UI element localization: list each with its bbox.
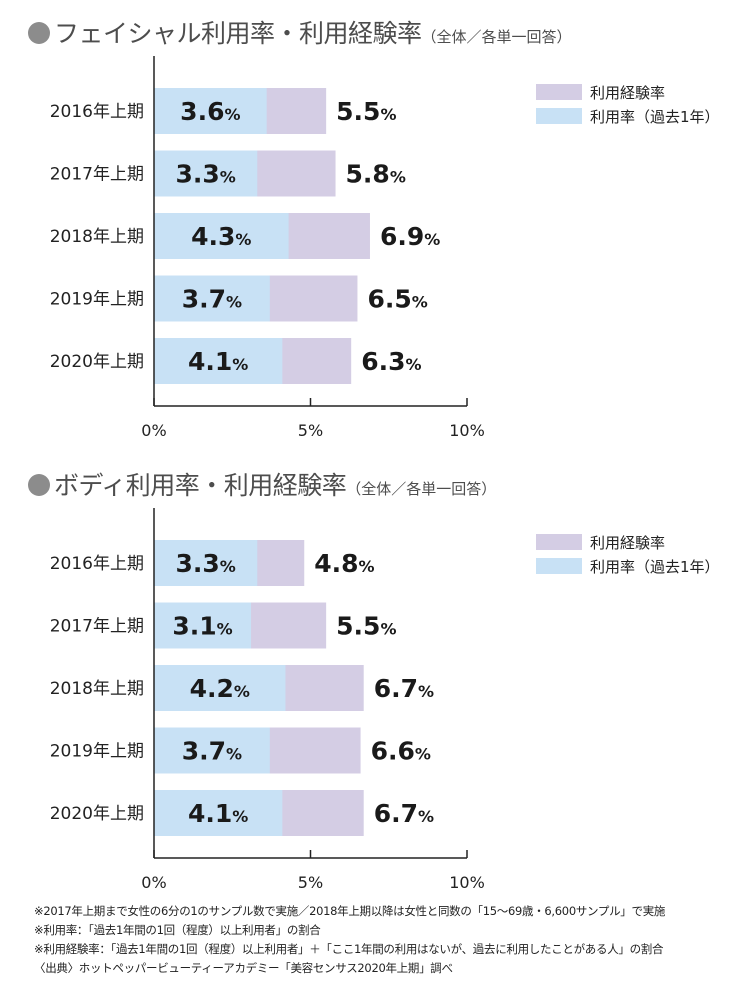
body-bar-usage [154, 665, 286, 711]
footnote: 〈出典〉ホットペッパービューティーアカデミー「美容センサス2020年上期」調べ [34, 961, 453, 975]
facial-usage-value-label: 3.3% [175, 160, 235, 189]
body-category-label: 2016年上期 [50, 554, 144, 574]
legend-swatch-experience [536, 534, 582, 550]
facial-chart-title-text: フェイシャル利用率・利用経験率 [54, 19, 422, 48]
facial-chart-legend: 利用経験率 利用率（過去1年） [536, 80, 720, 128]
facial-chart-title: フェイシャル利用率・利用経験率（全体／各単一回答） [28, 14, 572, 57]
facial-category-label: 2020年上期 [50, 352, 144, 372]
body-category-label: 2018年上期 [50, 679, 144, 699]
body-usage-value-label: 4.2% [190, 674, 250, 703]
footnote: ※利用経験率：「過去1年間の1回（程度）以上利用者」＋「ここ1年間の利用はないが… [34, 942, 664, 956]
facial-bar-usage [154, 275, 270, 322]
legend-item-experience: 利用経験率 [536, 530, 720, 554]
legend-label-usage: 利用率（過去1年） [590, 107, 720, 126]
body-x-tick-label: 10% [449, 873, 485, 892]
body-chart-subtitle: （全体／各単一回答） [346, 480, 497, 498]
facial-chart-subtitle: （全体／各単一回答） [421, 28, 572, 46]
body-experience-value-label: 6.6% [371, 737, 431, 766]
body-usage-value-label: 4.1% [188, 799, 248, 828]
body-usage-value-label: 3.1% [172, 612, 232, 641]
facial-experience-value-label: 6.5% [367, 285, 427, 314]
legend-item-usage: 利用率（過去1年） [536, 104, 720, 128]
body-chart: ボディ利用率・利用経験率（全体／各単一回答） 2016年上期 3.3% 4.8% 20… [0, 466, 750, 906]
legend-label-experience: 利用経験率 [590, 533, 666, 552]
body-bar-usage [154, 602, 252, 649]
body-experience-value-label: 6.7% [374, 799, 434, 828]
body-bar-usage [154, 790, 283, 836]
facial-usage-value-label: 4.3% [191, 222, 251, 251]
body-experience-value-label: 5.5% [336, 612, 396, 641]
body-chart-title: ボディ利用率・利用経験率（全体／各単一回答） [28, 466, 496, 509]
legend-label-usage: 利用率（過去1年） [590, 557, 720, 576]
bullet-dot-icon [28, 474, 50, 496]
footnote: ※利用率：「過去1年間の1回（程度）以上利用者」の割合 [34, 923, 321, 937]
legend-swatch-usage [536, 558, 582, 574]
body-usage-value-label: 3.7% [182, 737, 242, 766]
facial-bar-usage [154, 338, 283, 384]
facial-category-label: 2018年上期 [50, 227, 144, 247]
body-experience-value-label: 4.8% [314, 549, 374, 578]
body-usage-value-label: 3.3% [175, 549, 235, 578]
facial-usage-value-label: 3.6% [180, 97, 240, 126]
legend-swatch-usage [536, 108, 582, 124]
facial-bar-usage [154, 150, 258, 197]
body-x-tick-label: 0% [141, 873, 166, 892]
facial-chart-plot: 2016年上期 3.6% 5.5% 2017年上期 3.3% 5.8% 2018年上期 4.3… [50, 56, 485, 440]
facial-x-tick-label: 10% [449, 421, 485, 440]
facial-experience-value-label: 5.5% [336, 97, 396, 126]
body-chart-title-text: ボディ利用率・利用経験率 [54, 471, 347, 500]
body-category-label: 2020年上期 [50, 804, 144, 824]
bullet-dot-icon [28, 22, 50, 44]
facial-category-label: 2017年上期 [50, 165, 144, 185]
facial-x-tick-label: 0% [141, 421, 166, 440]
legend-swatch-experience [536, 84, 582, 100]
facial-x-tick-label: 5% [298, 421, 323, 440]
body-category-label: 2019年上期 [50, 742, 144, 762]
body-bar-usage [154, 540, 258, 586]
legend-item-usage: 利用率（過去1年） [536, 554, 720, 578]
facial-bar-usage [154, 88, 267, 134]
facial-experience-value-label: 6.9% [380, 222, 440, 251]
body-bar-usage [154, 727, 270, 774]
facial-usage-value-label: 3.7% [182, 285, 242, 314]
body-x-tick-label: 5% [298, 873, 323, 892]
facial-bar-usage [154, 213, 289, 259]
body-experience-value-label: 6.7% [374, 674, 434, 703]
facial-experience-value-label: 6.3% [361, 347, 421, 376]
footnotes: ※2017年上期まで女性の6分の1のサンプル数で実施／2018年上期以降は女性と… [34, 902, 665, 978]
facial-category-label: 2016年上期 [50, 102, 144, 122]
body-chart-legend: 利用経験率 利用率（過去1年） [536, 530, 720, 578]
legend-label-experience: 利用経験率 [590, 83, 666, 102]
body-chart-plot: 2016年上期 3.3% 4.8% 2017年上期 3.1% 5.5% 2018年上期 4.2… [50, 508, 485, 892]
body-category-label: 2017年上期 [50, 617, 144, 637]
facial-usage-value-label: 4.1% [188, 347, 248, 376]
facial-experience-value-label: 5.8% [346, 160, 406, 189]
legend-item-experience: 利用経験率 [536, 80, 720, 104]
footnote: ※2017年上期まで女性の6分の1のサンプル数で実施／2018年上期以降は女性と… [34, 904, 666, 918]
facial-chart: フェイシャル利用率・利用経験率（全体／各単一回答） 2016年上期 3.6% 5.5… [0, 14, 750, 454]
facial-category-label: 2019年上期 [50, 290, 144, 310]
